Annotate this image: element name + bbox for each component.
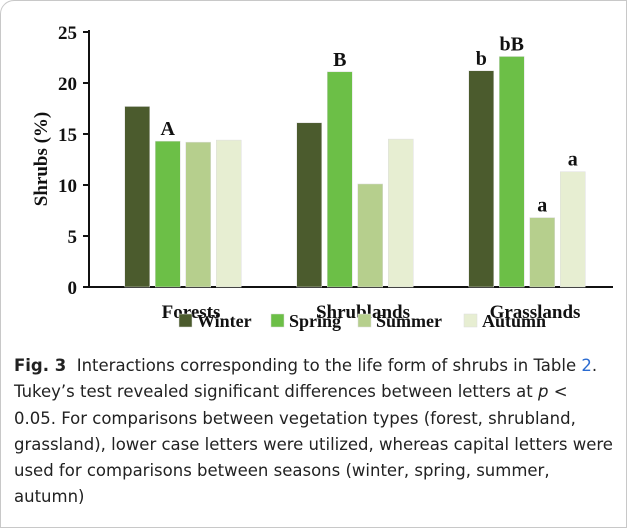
significance-letter: B [333, 49, 346, 71]
bar [185, 141, 211, 288]
legend-swatch [463, 313, 478, 328]
y-tick-label: 0 [68, 278, 78, 299]
bar [529, 217, 555, 288]
bar [468, 70, 494, 288]
legend-swatch [178, 313, 193, 328]
caption: Fig. 3 Interactions corresponding to the… [14, 353, 614, 511]
x-tick-label: Forests [162, 302, 221, 323]
legend-label: Spring [289, 311, 341, 331]
bar [216, 139, 242, 288]
y-axis-label: Shrubs (%) [31, 112, 52, 207]
legend-swatch [357, 313, 372, 328]
caption-italic: p [537, 382, 549, 402]
y-tick-label: 25 [58, 23, 77, 44]
y-tick-label: 20 [58, 74, 77, 95]
caption-label: Fig. 3 [14, 356, 67, 375]
x-tick-label: Shrublands [316, 302, 410, 323]
significance-letter: A [161, 118, 176, 140]
legend-swatch [270, 313, 285, 328]
legend-label: Summer [376, 311, 442, 331]
significance-letter: bB [500, 33, 524, 55]
bar [327, 71, 353, 288]
bar [388, 138, 414, 288]
y-tick-label: 10 [58, 176, 77, 197]
legend-label: Winter [197, 311, 252, 331]
caption-text: Interactions corresponding to the life f… [76, 356, 582, 375]
y-tick-label: 15 [58, 125, 77, 146]
bar [357, 183, 383, 288]
significance-letter: b [476, 48, 487, 70]
y-tick-label: 5 [68, 227, 78, 248]
caption-text: . Tukey’s test revealed significant diff… [14, 356, 598, 402]
bar [499, 56, 525, 288]
bar [155, 140, 181, 288]
bar [124, 106, 150, 288]
significance-letter: a [568, 149, 578, 171]
caption-text: < 0.05. For comparisons between vegetati… [14, 382, 613, 507]
bar [560, 171, 586, 288]
significance-letter: a [537, 195, 547, 217]
chart: Shrubs (%) 0 5 10 15 20 25 Forests A Shrublands B… [31, 23, 613, 331]
table-link[interactable]: 2 [581, 356, 592, 375]
legend-label: Autumn [482, 311, 546, 331]
bar [296, 122, 322, 288]
x-tick-label: Grasslands [490, 302, 581, 323]
